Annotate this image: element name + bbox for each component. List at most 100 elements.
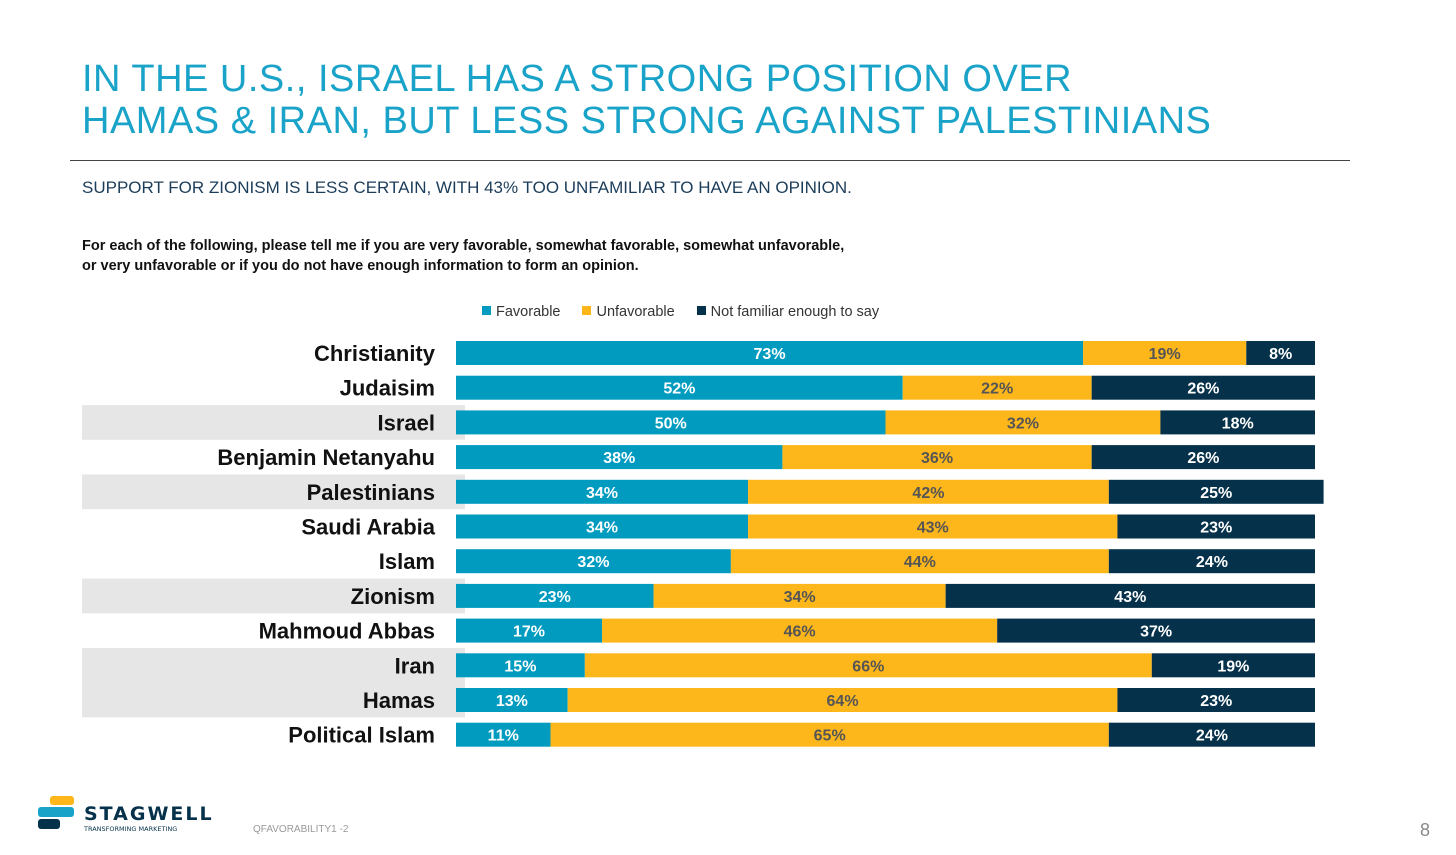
bar-segment-favorable [456, 722, 551, 747]
title-line-2: HAMAS & IRAN, BUT LESS STRONG AGAINST PA… [82, 100, 1212, 142]
data-label: 13% [496, 693, 528, 710]
data-label: 36% [921, 450, 953, 467]
data-label: 15% [504, 658, 536, 675]
data-label: 26% [1187, 450, 1219, 467]
row-band [82, 405, 465, 440]
row-band [82, 647, 465, 683]
row-band [82, 474, 465, 510]
divider [70, 160, 1350, 161]
legend: Favorable Unfavorable Not familiar enoug… [482, 304, 879, 320]
bar-segment-unfavorable [653, 583, 946, 608]
category-label: Palestinians [307, 480, 435, 505]
subtitle: SUPPORT FOR ZIONISM IS LESS CERTAIN, WIT… [82, 178, 852, 197]
bar-segment-favorable [456, 479, 749, 504]
category-label: Mahmoud Abbas [259, 619, 435, 644]
data-label: 32% [1007, 415, 1039, 432]
legend-unfamiliar: Not familiar enough to say [696, 304, 879, 320]
bar-segment-not-familiar-enough-to-say [1108, 549, 1315, 574]
bar-segment-not-familiar-enough-to-say [1160, 410, 1315, 435]
category-label: Judaisim [340, 376, 435, 401]
bar-segment-unfavorable [902, 375, 1092, 400]
data-label: 11% [488, 728, 519, 745]
bar-segment-favorable [456, 341, 1084, 365]
category-label: Benjamin Netanyahu [217, 445, 435, 470]
bar-segment-unfavorable [748, 479, 1109, 504]
bar-segment-favorable [456, 410, 886, 435]
bar-segment-favorable [456, 583, 654, 608]
data-label: 43% [917, 520, 949, 537]
bar-segment-not-familiar-enough-to-say [1091, 375, 1315, 400]
bar-segment-favorable [456, 618, 603, 643]
category-label: Israel [378, 410, 436, 435]
legend-unfavorable: Unfavorable [582, 304, 675, 320]
data-label: 46% [784, 624, 816, 641]
slide-title: IN THE U.S., ISRAEL HAS A STRONG POSITIO… [82, 58, 1211, 142]
bar-segment-unfavorable [602, 618, 998, 643]
bar-segment-unfavorable [550, 722, 1109, 747]
data-label: 34% [784, 589, 816, 606]
bar-segment-not-familiar-enough-to-say [1246, 341, 1315, 365]
stagwell-logo: STAGWELL TRANSFORMING MARKETING [38, 796, 238, 840]
bar-segment-unfavorable [584, 653, 1152, 678]
question-code: QFAVORABILITY1 -2 [253, 824, 349, 835]
bar-segment-not-familiar-enough-to-say [1108, 479, 1324, 504]
data-label: 50% [655, 415, 687, 432]
bar-segment-not-familiar-enough-to-say [1108, 722, 1315, 747]
category-label: Iran [395, 653, 435, 678]
bar-segment-unfavorable [567, 688, 1118, 712]
data-label: 8% [1269, 346, 1292, 363]
bar-segment-not-familiar-enough-to-say [1117, 514, 1315, 539]
question-line-1: For each of the following, please tell m… [82, 238, 845, 254]
data-label: 42% [912, 485, 944, 502]
page-number: 8 [1420, 820, 1431, 840]
data-label: 32% [577, 554, 609, 571]
data-label: 38% [603, 450, 635, 467]
bar-segment-unfavorable [885, 410, 1161, 435]
bar-segment-favorable [456, 653, 585, 678]
row-band [82, 682, 465, 718]
data-label: 37% [1140, 624, 1172, 641]
bar-segment-favorable [456, 549, 731, 574]
bar-segment-favorable [456, 514, 749, 539]
data-label: 43% [1114, 589, 1146, 606]
bar-segment-unfavorable [730, 549, 1109, 574]
bar-segment-unfavorable [782, 445, 1092, 470]
bar-segment-favorable [456, 375, 903, 400]
data-label: 23% [1200, 693, 1232, 710]
data-label: 24% [1196, 728, 1228, 745]
data-label: 66% [852, 658, 884, 675]
data-label: 17% [513, 624, 545, 641]
data-label: 65% [814, 728, 846, 745]
data-label: 25% [1200, 485, 1232, 502]
data-label: 18% [1222, 415, 1254, 432]
bar-segment-not-familiar-enough-to-say [1151, 653, 1315, 678]
bar-segment-unfavorable [748, 514, 1118, 539]
category-label: Saudi Arabia [301, 515, 435, 540]
bar-segment-unfavorable [1083, 341, 1247, 365]
bar-segment-favorable [456, 688, 568, 712]
category-label: Islam [379, 549, 435, 574]
data-label: 23% [1200, 520, 1232, 537]
category-label: Hamas [363, 688, 435, 713]
data-label: 44% [904, 554, 936, 571]
data-label: 19% [1149, 346, 1181, 363]
bar-segment-not-familiar-enough-to-say [997, 618, 1315, 643]
question-text: For each of the following, please tell m… [82, 236, 844, 276]
data-label: 34% [586, 485, 618, 502]
title-line-1: IN THE U.S., ISRAEL HAS A STRONG POSITIO… [82, 58, 1073, 100]
category-label: Christianity [314, 341, 436, 366]
data-label: 26% [1187, 381, 1219, 398]
category-label: Zionism [351, 584, 435, 609]
data-label: 52% [663, 381, 695, 398]
data-label: 22% [981, 381, 1013, 398]
legend-favorable: Favorable [482, 304, 560, 320]
data-label: 73% [754, 346, 786, 363]
svg-text:TRANSFORMING MARKETING: TRANSFORMING MARKETING [83, 825, 177, 833]
bar-segment-not-familiar-enough-to-say [1117, 688, 1315, 712]
svg-text:STAGWELL: STAGWELL [84, 803, 214, 825]
data-label: 34% [586, 520, 618, 537]
data-label: 19% [1217, 658, 1249, 675]
bar-segment-favorable [456, 445, 783, 470]
category-label: Political Islam [288, 723, 435, 748]
